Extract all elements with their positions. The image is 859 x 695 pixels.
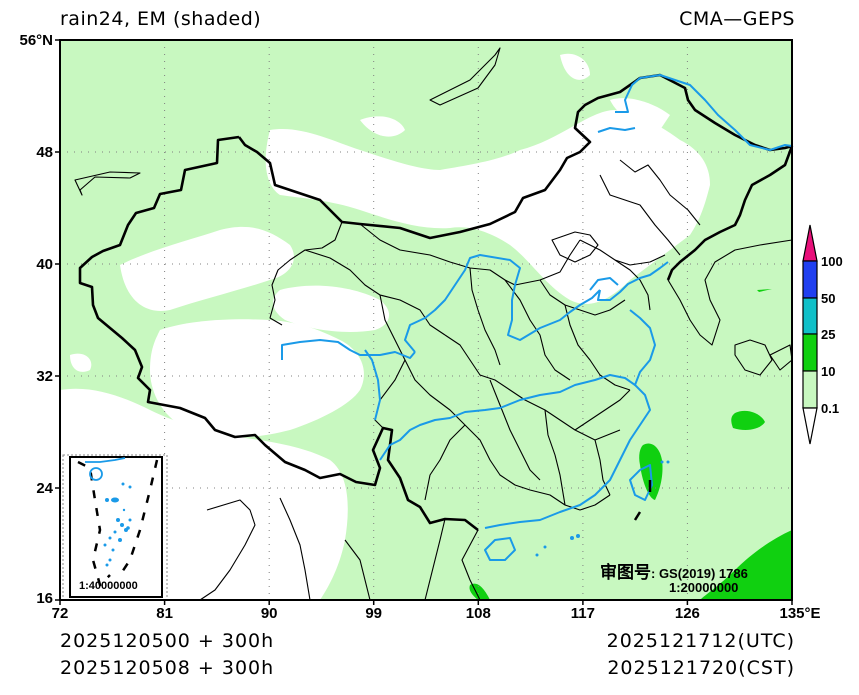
- moderate-rain-regions: [469, 289, 792, 600]
- plot-frame: [59, 39, 793, 601]
- y-tick-48: 48: [36, 144, 53, 161]
- model-name: CMA—GEPS: [679, 8, 795, 30]
- x-tick-117: 117: [570, 605, 595, 622]
- x-tick-99: 99: [365, 605, 383, 622]
- y-tick-40: 40: [36, 256, 53, 273]
- colorbar-label-100: 100: [821, 254, 843, 269]
- main-map-scale: 1:20000000: [669, 580, 739, 595]
- province-borders: [74, 47, 793, 601]
- y-tick-16: 16: [36, 590, 53, 607]
- approval-label-cn: 审图号: [600, 563, 651, 583]
- axis-ticks: [55, 39, 793, 605]
- china-border-ne: [666, 145, 794, 281]
- colorbar-label-10: 10: [821, 364, 836, 379]
- dry-regions: [60, 53, 792, 600]
- islands: [535, 460, 670, 557]
- x-tick-81: 81: [156, 605, 173, 622]
- y-tick-24: 24: [36, 480, 53, 497]
- china-border: [78, 135, 479, 532]
- china-border-north: [237, 73, 793, 240]
- approval-code: : GS(2019) 1786: [651, 566, 748, 581]
- valid-time-utc: 2025121712(UTC): [606, 630, 795, 652]
- map-approval-number: 审图号: GS(2019) 1786: [600, 558, 748, 583]
- colorbar-label-25: 25: [821, 327, 836, 342]
- init-time-cst: 2025120508 + 300h: [60, 657, 275, 679]
- grid-lines: [60, 40, 792, 600]
- sea-boundary-marks: [633, 480, 652, 521]
- valid-time-cst: 2025121720(CST): [607, 657, 795, 679]
- colorbar-label-0.1: 0.1: [821, 401, 840, 416]
- x-tick-135: 135°E: [779, 605, 821, 622]
- y-tick-56: 56°N: [19, 32, 53, 49]
- y-tick-32: 32: [36, 368, 53, 385]
- colorbar-label-50: 50: [821, 291, 836, 306]
- colorbar: [802, 224, 818, 445]
- rivers-coastline: [281, 74, 793, 561]
- south-china-sea-inset: [62, 454, 168, 601]
- init-time-utc: 2025120500 + 300h: [60, 630, 275, 652]
- x-tick-126: 126: [674, 605, 700, 622]
- chart-title: rain24, EM (shaded): [60, 8, 262, 30]
- x-tick-72: 72: [51, 605, 69, 622]
- inset-map-scale: 1:40000000: [79, 580, 138, 592]
- x-tick-108: 108: [465, 605, 491, 622]
- x-tick-90: 90: [260, 605, 278, 622]
